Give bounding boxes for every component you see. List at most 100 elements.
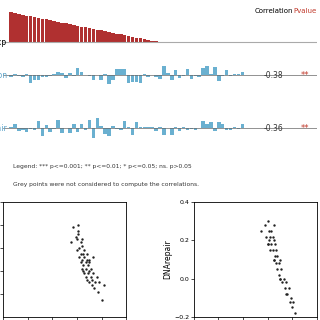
Bar [236,128,240,129]
Bar [201,68,205,75]
Bar [225,69,228,75]
Bar [56,72,60,75]
Bar [221,124,225,128]
Point [286,286,291,291]
Bar [213,67,217,75]
Point [274,247,279,252]
Bar [41,75,44,76]
Point [76,228,81,234]
Point [89,282,94,287]
Bar [21,128,25,130]
Bar [135,37,138,43]
Bar [21,15,25,43]
Bar [217,75,220,81]
Point [271,238,276,243]
Bar [147,40,150,43]
Bar [68,128,72,133]
Bar [103,31,107,43]
Point [79,243,84,248]
Point [78,251,83,256]
Bar [205,124,209,128]
Point [75,236,80,242]
Bar [103,128,107,134]
Point [285,291,290,296]
Bar [225,128,228,130]
Bar [154,75,158,77]
Bar [127,127,131,128]
Point [265,219,270,224]
Point [265,242,270,247]
Bar [142,127,146,128]
Point [91,271,96,276]
Bar [76,128,79,132]
Bar [76,68,79,75]
Point [75,248,80,253]
Bar [92,75,95,80]
Bar [9,127,13,128]
Point [266,228,271,234]
Bar [37,121,40,128]
Bar [29,75,32,83]
Text: **: ** [301,71,309,80]
Bar [33,128,36,131]
Point [271,257,276,262]
Bar [241,124,244,128]
Bar [201,121,205,128]
Text: -0.38: -0.38 [264,71,284,80]
Bar [135,122,138,128]
Bar [127,75,131,83]
Bar [88,120,91,128]
Point [269,228,274,234]
Point [277,276,283,281]
Point [268,247,273,252]
Bar [13,13,17,43]
Point [284,280,289,285]
Bar [229,75,232,76]
Point [275,253,280,258]
Bar [68,24,72,43]
Point [274,261,279,266]
Point [81,263,86,268]
Point [276,272,281,277]
Bar [213,128,217,131]
Point [83,274,88,279]
Point [85,263,91,268]
Bar [56,22,60,43]
Bar [13,124,17,128]
Bar [17,75,21,76]
Bar [64,75,68,78]
Bar [241,72,244,75]
Bar [95,30,99,43]
Bar [170,128,173,135]
Point [83,259,88,264]
Point [87,268,92,274]
Point [99,297,104,302]
Bar [186,69,189,75]
Bar [29,16,32,43]
Point [68,240,73,245]
Point [269,242,274,247]
Bar [107,128,111,135]
Bar [33,75,36,80]
Point [84,277,89,283]
Point [84,251,89,256]
Point [272,242,277,247]
Bar [123,121,126,128]
Point [265,242,270,247]
Bar [41,128,44,136]
Point [277,257,283,262]
Bar [48,75,52,76]
Point [91,255,96,260]
Bar [139,75,142,83]
Bar [189,128,193,129]
Bar [103,74,107,75]
Bar [119,35,123,43]
Bar [64,23,68,43]
Bar [29,128,32,129]
Bar [92,29,95,43]
Bar [52,128,56,129]
Bar [139,38,142,43]
Bar [80,27,84,43]
Point [82,255,87,260]
Bar [60,23,64,43]
